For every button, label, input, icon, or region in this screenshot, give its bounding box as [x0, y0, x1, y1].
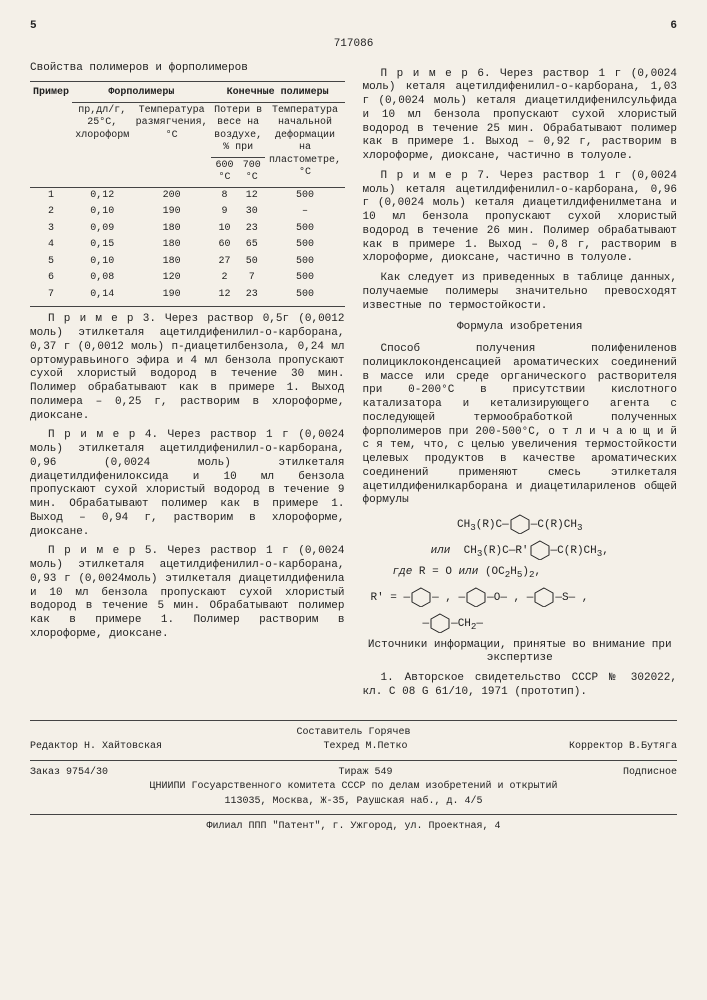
patent-number: 717086 — [30, 38, 677, 52]
techred: Техред М.Петко — [323, 741, 407, 754]
example-5: П р и м е р 5. Через раствор 1 г (0,0024… — [30, 545, 345, 641]
col4: Температура начальной деформации на плас… — [265, 102, 344, 187]
example-7: П р и м е р 7. Через раствор 1 г (0,0024… — [363, 170, 678, 266]
footer: Составитель Горячев Редактор Н. Хайтовск… — [30, 720, 677, 834]
table-row: 30,091801023500 — [30, 221, 345, 238]
compiler: Составитель Горячев — [30, 727, 677, 740]
summary-para: Как следует из приведенных в таблице дан… — [363, 272, 678, 313]
col3: Потери в весе на воздухе, % при — [211, 102, 266, 157]
formula-3: где R = O или (OC2H5)2, — [363, 566, 678, 581]
example-4: П р и м е р 4. Через раствор 1 г (0,0024… — [30, 429, 345, 539]
table-row: 60,0812027500 — [30, 270, 345, 287]
col2: Температура размягчения, °C — [132, 102, 210, 187]
formula-4: R' = —— , ——O— , ——S— , — [363, 587, 678, 607]
org: ЦНИИПИ Госуарственного комитета СССР по … — [30, 781, 677, 794]
properties-table: Пример Форполимеры Конечные полимеры пр,… — [30, 85, 345, 303]
col-group2: Конечные полимеры — [211, 85, 345, 102]
table-row: 20,10190930– — [30, 204, 345, 221]
subscription: Подписное — [623, 767, 677, 780]
table-row: 70,141901223500 — [30, 287, 345, 304]
formula-5: ——CH2— — [363, 613, 678, 633]
branch: Филиал ППП "Патент", г. Ужгород, ул. Про… — [30, 821, 677, 834]
example-6: П р и м е р 6. Через раствор 1 г (0,0024… — [363, 68, 678, 164]
table-row: 10,12200812500 — [30, 187, 345, 204]
col-group1: Форполимеры — [72, 85, 211, 102]
table-title: Свойства полимеров и форполимеров — [30, 62, 345, 76]
claim-title: Формула изобретения — [363, 321, 678, 335]
claim-text: Способ получения полифениленов полицикло… — [363, 343, 678, 508]
order: Заказ 9754/30 — [30, 767, 108, 780]
col3-sub1: 600 °C — [211, 157, 238, 187]
sources-title: Источники информации, принятые во вниман… — [363, 639, 678, 667]
right-column: П р и м е р 6. Через раствор 1 г (0,0024… — [363, 62, 678, 706]
left-column: Свойства полимеров и форполимеров Пример… — [30, 62, 345, 706]
tirazh: Тираж 549 — [338, 767, 392, 780]
source-1: 1. Авторское свидетельство СССР № 302022… — [363, 672, 678, 700]
page-num-right: 6 — [670, 20, 677, 34]
formula-2: или CH3(R)C—R'—C(R)CH3, — [363, 540, 678, 560]
formula-1: CH3(R)C——C(R)CH3 — [363, 514, 678, 534]
example-3: П р и м е р 3. Через раствор 0,5г (0,001… — [30, 313, 345, 423]
address: 113035, Москва, Ж-35, Раушская наб., д. … — [30, 796, 677, 809]
corrector: Корректор В.Бутяга — [569, 741, 677, 754]
editor: Редактор Н. Хайтовская — [30, 741, 162, 754]
table-row: 50,101802750500 — [30, 254, 345, 271]
table-row: 40,151806065500 — [30, 237, 345, 254]
col-primer: Пример — [30, 85, 72, 187]
col1: пр,дл/г, 25°C, хлороформ — [72, 102, 132, 187]
col3-sub2: 700 °C — [238, 157, 265, 187]
page-num-left: 5 — [30, 20, 37, 34]
